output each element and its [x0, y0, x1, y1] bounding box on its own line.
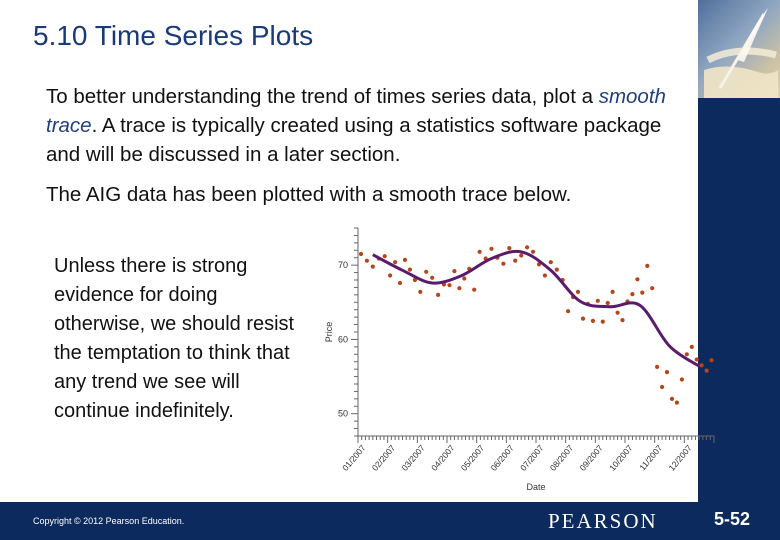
- pearson-logo: PEARSON: [548, 509, 658, 533]
- x-axis-label: Date: [526, 482, 545, 492]
- data-point: [664, 370, 670, 375]
- data-point: [513, 258, 518, 263]
- data-point: [674, 400, 679, 405]
- y-tick-label: 60: [338, 334, 348, 344]
- x-tick-label: 05/2007: [459, 443, 487, 473]
- x-tick-label: 12/2007: [666, 443, 694, 473]
- data-point: [430, 275, 435, 280]
- data-point: [358, 251, 364, 257]
- x-tick-label: 08/2007: [548, 443, 576, 473]
- smooth-trace-term: smooth trace: [46, 85, 666, 137]
- data-point: [704, 368, 709, 373]
- data-point: [477, 249, 482, 254]
- data-point: [397, 280, 403, 286]
- data-point: [525, 245, 530, 250]
- quill-pen-parchment-icon: [698, 0, 780, 98]
- x-tick-label: 03/2007: [399, 443, 427, 473]
- smooth-trace-line: [372, 249, 701, 368]
- data-point: [447, 283, 452, 288]
- x-tick-label: 09/2007: [577, 443, 605, 473]
- data-point: [388, 273, 393, 278]
- data-point: [684, 352, 689, 357]
- data-point: [489, 246, 494, 251]
- data-point: [554, 267, 559, 272]
- data-point: [615, 310, 620, 315]
- data-point: [452, 269, 457, 274]
- data-point: [605, 300, 610, 306]
- y-tick-label: 50: [338, 409, 348, 419]
- data-point: [575, 289, 581, 294]
- data-point: [462, 276, 467, 281]
- data-point: [424, 269, 429, 274]
- data-point: [382, 254, 387, 259]
- data-point: [600, 319, 605, 324]
- data-point: [580, 316, 586, 321]
- slide-title: 5.10 Time Series Plots: [33, 20, 314, 51]
- data-point: [507, 246, 512, 251]
- chart-intro-paragraph: The AIG data has been plotted with a smo…: [46, 183, 572, 206]
- data-point: [364, 258, 369, 263]
- data-point: [548, 260, 553, 265]
- caution-paragraph: Unless there is strong evidence for doin…: [54, 255, 295, 422]
- intro-paragraph: To better understanding the trend of tim…: [46, 82, 696, 169]
- data-point: [436, 292, 441, 297]
- x-tick-label: 04/2007: [429, 443, 457, 473]
- y-axis-label: Price: [324, 322, 334, 343]
- data-point: [699, 363, 704, 368]
- x-tick-label: 01/2007: [340, 443, 368, 473]
- data-point: [620, 318, 625, 323]
- side-band: [698, 98, 780, 502]
- x-tick-label: 10/2007: [607, 443, 635, 473]
- data-point: [393, 260, 398, 265]
- data-point: [645, 263, 650, 268]
- data-point: [519, 253, 524, 258]
- data-point: [501, 261, 506, 266]
- data-point: [635, 277, 640, 282]
- x-tick-label: 06/2007: [488, 443, 516, 473]
- copyright-text: Copyright © 2012 Pearson Education.: [33, 516, 185, 526]
- data-point: [689, 344, 694, 349]
- data-point: [640, 290, 645, 295]
- intro-text-end: . A trace is typically created using a s…: [46, 114, 662, 166]
- data-point: [590, 318, 595, 323]
- data-point: [530, 249, 536, 254]
- intro-text-start: To better understanding the trend of tim…: [46, 85, 599, 108]
- data-point: [542, 273, 547, 278]
- x-tick-label: 07/2007: [518, 443, 546, 473]
- data-point: [472, 287, 477, 292]
- data-point: [407, 267, 412, 272]
- data-point: [610, 289, 615, 294]
- data-point: [370, 264, 375, 269]
- data-point: [418, 289, 423, 294]
- y-tick-label: 70: [338, 260, 348, 270]
- data-point: [630, 292, 635, 297]
- footer-bar: Copyright © 2012 Pearson Education. PEAR…: [0, 502, 780, 540]
- data-point: [402, 257, 408, 262]
- data-point: [694, 357, 699, 362]
- x-tick-label: 11/2007: [637, 443, 664, 473]
- data-point: [457, 286, 462, 291]
- aig-price-chart: 50 60 70 01/2007 02/2007 03/2007 04/2007 05/200…: [324, 227, 715, 492]
- data-point: [660, 384, 665, 390]
- data-point: [679, 377, 684, 382]
- x-tick-label: 02/2007: [370, 443, 398, 473]
- slide-number: 5-52: [714, 509, 751, 529]
- data-point: [709, 358, 714, 363]
- data-point: [655, 364, 660, 369]
- data-point: [669, 396, 675, 401]
- data-point: [566, 309, 571, 314]
- data-point: [650, 286, 655, 291]
- data-point: [595, 298, 600, 303]
